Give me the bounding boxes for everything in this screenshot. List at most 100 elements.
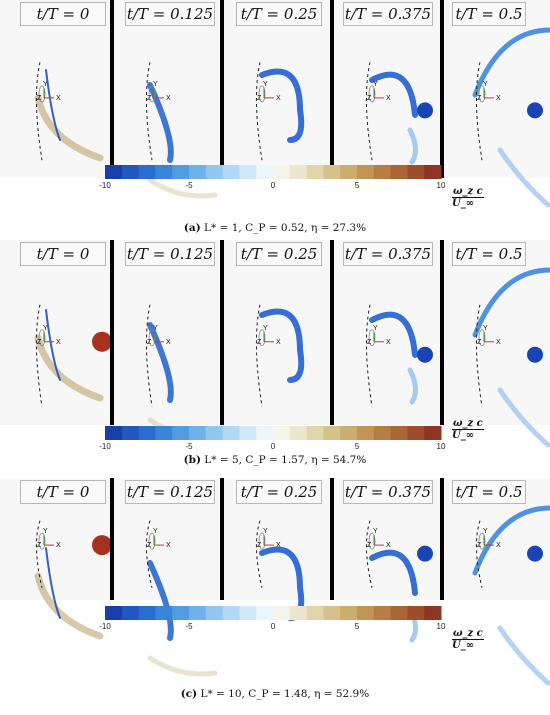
colorbar-segment (424, 165, 442, 179)
caption-letter: (a) (183, 222, 201, 234)
frame-divider (440, 240, 444, 425)
frame-label-0: t/T = 0 (20, 2, 106, 26)
axis-label-x: X (56, 95, 61, 102)
trajectory-dashed-line (255, 520, 263, 588)
foil-outline (368, 329, 376, 347)
colorbar-tick: 10 (436, 442, 446, 451)
vortex-core (527, 102, 543, 119)
colorbar-segment (138, 165, 156, 179)
flow-frame-3 (330, 0, 440, 178)
colorbar-tick: 0 (270, 442, 276, 451)
vorticity-stroke (369, 311, 418, 358)
vorticity-frames-b: YZ XYZ XYZ XYZ XYZ X (0, 240, 550, 448)
colorbar-label: ω_z c U_∞ (452, 418, 484, 441)
colorbar-segment (105, 165, 123, 179)
colorbar-segment (105, 606, 123, 620)
colorbar-segment (155, 165, 173, 179)
colorbar-segment (172, 606, 190, 620)
axis-label-x: X (386, 95, 391, 102)
frame-divider (110, 0, 114, 178)
frame-divider (220, 0, 224, 178)
axis-label-z: Z (477, 542, 482, 549)
colorbar-segment (424, 426, 442, 440)
colorbar-tick: -5 (185, 622, 193, 631)
vorticity-stroke (259, 308, 305, 383)
trajectory-dashed-line (145, 62, 153, 161)
colorbar-segment (138, 606, 156, 620)
colorbar-segment (390, 606, 408, 620)
flow-frame-1 (110, 240, 220, 425)
colorbar-segment (373, 165, 392, 179)
axis-label-z: Z (37, 339, 42, 346)
axis-label-x: X (496, 542, 501, 549)
colorbar-tick: 5 (354, 442, 360, 451)
colorbar-label-denominator: U_∞ (452, 640, 475, 651)
vorticity-stroke (497, 387, 550, 448)
colorbar-segment (357, 606, 375, 620)
caption-text: L* = 1, C_P = 0.52, η = 27.3% (204, 222, 367, 234)
frame-label-4: t/T = 0.5 (452, 480, 526, 504)
axis-label-z: Z (257, 542, 262, 549)
trajectory-dashed-line (365, 304, 373, 407)
frame-label-2: t/T = 0.25 (236, 2, 322, 26)
axis-label-y: Y (153, 81, 158, 88)
foil-outline (258, 329, 266, 347)
frame-divider (110, 478, 114, 600)
axis-label-z: Z (367, 95, 372, 102)
vorticity-stroke (497, 625, 550, 686)
vortex-core (527, 545, 543, 562)
vorticity-frames-a: YZ XYZ XYZ XYZ XYZ X (0, 0, 550, 208)
vorticity-stroke (472, 267, 550, 338)
colorbar-segment (306, 426, 324, 440)
vortex-core (92, 331, 112, 352)
axis-label-z: Z (367, 339, 372, 346)
caption-c: (c) L* = 10, C_P = 1.48, η = 52.9% (0, 688, 550, 700)
colorbar-segment (155, 606, 173, 620)
vorticity-stroke (45, 547, 61, 619)
axis-label-y: Y (373, 325, 378, 332)
axis-label-y: Y (43, 325, 48, 332)
axis-label-x: X (56, 542, 61, 549)
colorbar-segment (289, 165, 308, 179)
flow-frame-4 (440, 240, 550, 425)
foil-outline (148, 85, 156, 103)
axis-label-z: Z (37, 542, 42, 549)
caption-text: L* = 5, C_P = 1.57, η = 54.7% (204, 454, 367, 466)
frame-label-0: t/T = 0 (20, 480, 106, 504)
axis-label-y: Y (263, 325, 268, 332)
foil-outline (478, 85, 486, 103)
colorbar-tick: -10 (99, 622, 111, 631)
colorbar-segment (407, 606, 425, 620)
colorbar-segment (289, 426, 308, 440)
frame-divider (440, 478, 444, 600)
colorbar-segment (357, 165, 375, 179)
axis-label-x: X (386, 542, 391, 549)
frame-label-4: t/T = 0.5 (452, 242, 526, 266)
vorticity-stroke (407, 367, 418, 405)
colorbar-segment (390, 165, 408, 179)
colorbar-segment (340, 165, 358, 179)
axis-label-y: Y (43, 81, 48, 88)
colorbar-segment (172, 426, 190, 440)
caption-b: (b) L* = 5, C_P = 1.57, η = 54.7% (0, 454, 550, 466)
colorbar-segment (172, 165, 190, 179)
foil-outline (368, 85, 376, 103)
frame-divider (330, 240, 334, 425)
colorbar-tick: -5 (185, 442, 193, 451)
axis-label-y: Y (263, 81, 268, 88)
colorbar-segment (424, 606, 442, 620)
foil-outline (38, 329, 46, 347)
colorbar-segment (256, 606, 274, 620)
colorbar-label: ω_z c U_∞ (452, 186, 484, 209)
vorticity-stroke (45, 309, 61, 381)
vortex-core (92, 535, 112, 556)
colorbar-segment (340, 426, 358, 440)
vortex-core (417, 545, 433, 562)
axis-label-x: X (276, 542, 281, 549)
colorbar-segment (273, 606, 291, 620)
trajectory-dashed-line (35, 62, 43, 161)
axis-label-y: Y (483, 528, 488, 535)
colorbar-segment (289, 606, 308, 620)
frame-label-3: t/T = 0.375 (343, 2, 433, 26)
